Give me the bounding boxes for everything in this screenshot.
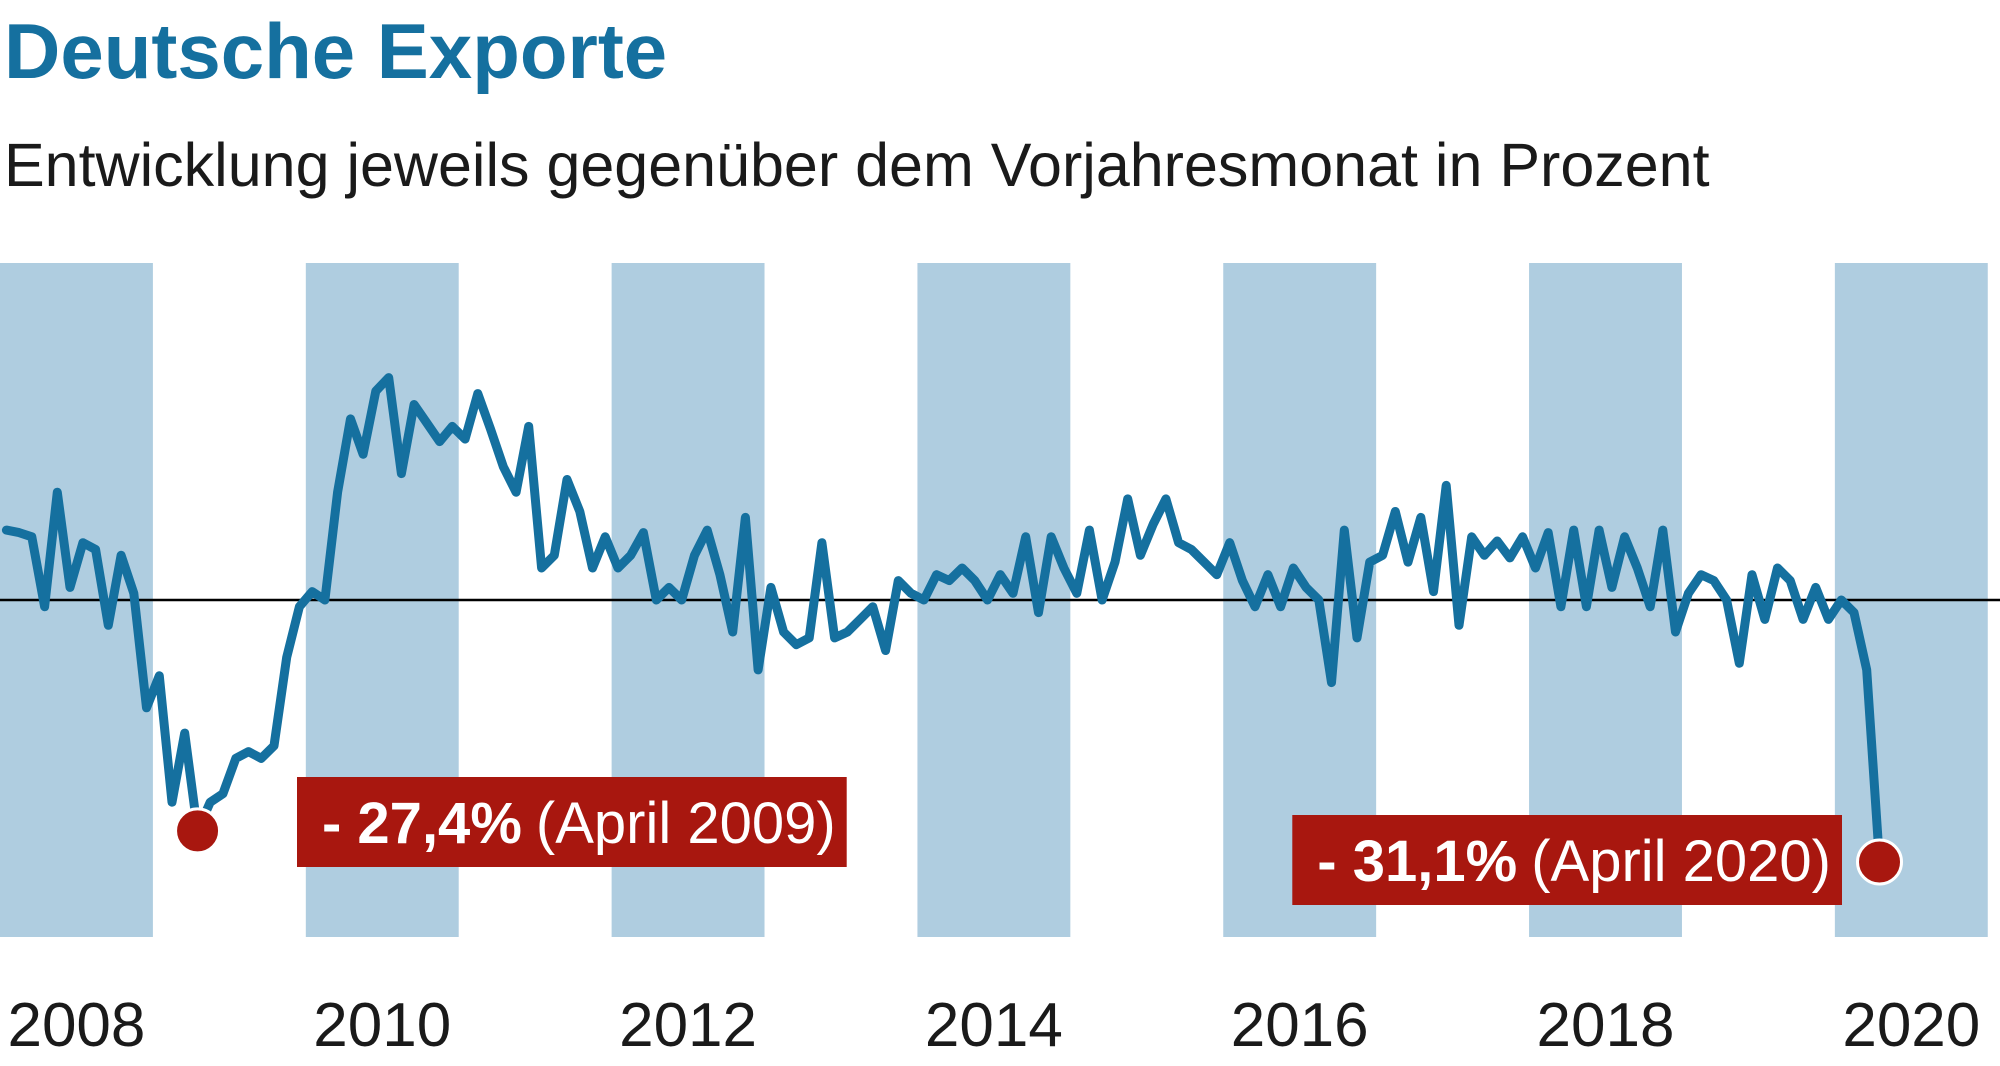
chart-title: Deutsche Exporte (4, 7, 667, 95)
annotation-box (297, 777, 847, 867)
annotation-value: - 31,1% (1317, 829, 1517, 894)
annotation-dot (174, 807, 222, 855)
annotation-text: - 27,4% (April 2009) (322, 791, 836, 856)
x-tick-label: 2016 (1231, 991, 1369, 1060)
x-tick-label: 2012 (619, 991, 757, 1060)
x-tick-label: 2014 (925, 991, 1063, 1060)
annotation-note: (April 2009) (536, 791, 836, 856)
x-tick-label: 2010 (313, 991, 451, 1060)
annotation: - 27,4% (April 2009) (297, 777, 847, 867)
annotation-box (1292, 815, 1842, 905)
x-tick-label: 2018 (1537, 991, 1675, 1060)
x-tick-label: 2020 (1842, 991, 1980, 1060)
annotation-text: - 31,1% (April 2020) (1317, 829, 1831, 894)
chart-subtitle: Entwicklung jeweils gegenüber dem Vorjah… (4, 131, 1710, 199)
annotation-dot (1856, 838, 1904, 886)
annotation-note: (April 2020) (1531, 829, 1831, 894)
series-line (1, 373, 1884, 867)
annotation: - 31,1% (April 2020) (1292, 815, 1842, 905)
x-tick-label: 2008 (7, 991, 145, 1060)
annotation-value: - 27,4% (322, 791, 522, 856)
